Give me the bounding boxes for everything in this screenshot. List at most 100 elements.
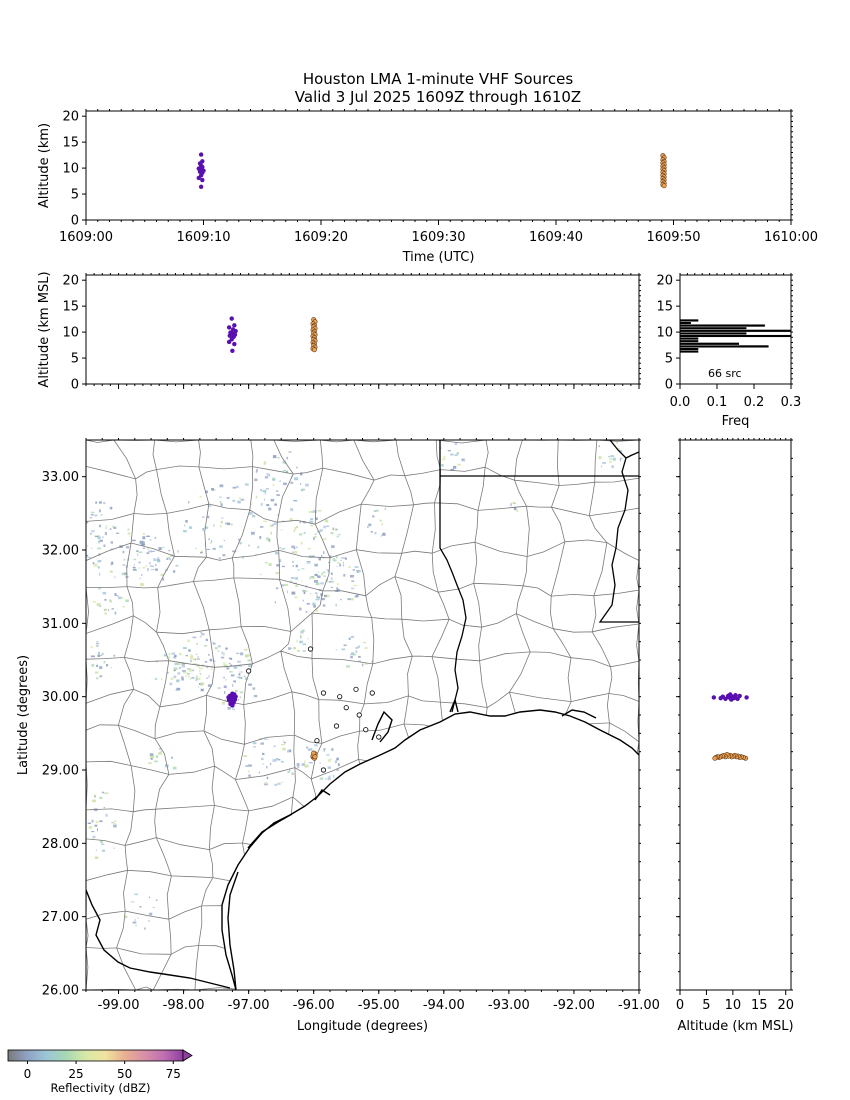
radar-echo (177, 550, 179, 553)
radar-echo (275, 758, 279, 761)
radar-echo (105, 813, 108, 817)
source-point (711, 695, 717, 700)
station-marker (314, 738, 320, 744)
radar-echo (293, 529, 296, 533)
x-axis-label: Longitude (degrees) (297, 1019, 428, 1034)
radar-echo (158, 747, 162, 750)
radar-echo (185, 674, 187, 678)
radar-echo (328, 580, 332, 583)
radar-echo (191, 672, 193, 674)
radar-echo (453, 465, 457, 469)
radar-echo (195, 663, 198, 665)
histogram-bar (679, 326, 747, 330)
radar-echo (171, 652, 176, 655)
radar-echo (188, 649, 191, 652)
radar-echo (272, 759, 277, 762)
radar-echo (238, 673, 241, 676)
radar-echo (351, 587, 355, 590)
radar-echo (92, 799, 96, 803)
radar-echo (382, 532, 386, 536)
radar-echo (294, 477, 299, 481)
radar-echo (207, 505, 212, 507)
radar-echo (306, 561, 311, 563)
radar-echo (225, 678, 227, 681)
radar-echo (139, 577, 141, 580)
radar-echo (113, 526, 117, 529)
radar-echo (96, 677, 99, 680)
radar-echo (332, 558, 335, 561)
radar-echo (299, 635, 303, 637)
radar-echo (513, 508, 517, 510)
radar-echo (155, 899, 158, 901)
radar-echo (300, 488, 304, 492)
source-point (227, 333, 232, 338)
radar-echo (306, 562, 311, 564)
colorbar-tick-label: 25 (68, 1067, 83, 1081)
radar-echo (301, 580, 303, 582)
radar-echo (362, 642, 367, 644)
histogram-bar (679, 318, 699, 322)
radar-echo (169, 558, 171, 561)
radar-echo (204, 526, 209, 529)
radar-echo (287, 750, 290, 753)
radar-echo (274, 783, 278, 786)
radar-echo (100, 514, 103, 516)
radar-echo (308, 748, 311, 751)
radar-echo (332, 527, 334, 531)
radar-echo (384, 507, 387, 511)
source-point (312, 754, 318, 760)
radar-echo (219, 484, 224, 488)
radar-echo (316, 593, 318, 597)
radar-echo (94, 514, 98, 517)
radar-echo (317, 575, 321, 578)
radar-echo (190, 659, 192, 663)
radar-echo (150, 757, 153, 760)
radar-echo (292, 561, 294, 563)
radar-echo (361, 663, 364, 667)
radar-echo (295, 577, 298, 580)
radar-echo (188, 526, 193, 529)
y-tick-label: 20 (62, 274, 79, 289)
radar-echo (176, 662, 181, 666)
radar-echo (95, 820, 99, 824)
radar-echo (178, 666, 182, 669)
radar-echo (201, 633, 205, 636)
radar-echo (97, 566, 100, 569)
radar-echo (349, 654, 354, 656)
radar-echo (226, 497, 230, 499)
radar-echo (263, 520, 268, 523)
y-axis-label: Altitude (km MSL) (37, 271, 52, 387)
radar-echo (289, 580, 293, 583)
radar-echo (233, 680, 236, 682)
radar-echo (199, 670, 201, 673)
radar-echo (277, 457, 280, 459)
radar-echo (229, 662, 231, 665)
radar-echo (150, 755, 155, 758)
radar-echo (270, 762, 272, 766)
radar-echo (146, 535, 150, 537)
radar-echo (380, 534, 382, 537)
radar-echo (91, 664, 95, 667)
radar-echo (200, 635, 202, 637)
radar-echo (192, 663, 196, 665)
radar-echo (110, 600, 112, 603)
x-tick-label: -94.00 (423, 998, 465, 1013)
y-tick-label: 0 (665, 378, 673, 393)
radar-echo (232, 499, 236, 502)
radar-echo (206, 548, 210, 550)
radar-echo (282, 584, 285, 587)
radar-echo (302, 599, 305, 602)
radar-echo (206, 515, 210, 519)
radar-echo (306, 602, 311, 605)
radar-echo (110, 667, 112, 669)
radar-echo (331, 748, 334, 751)
radar-echo (179, 653, 182, 656)
radar-echo (268, 538, 270, 542)
radar-echo (288, 749, 292, 753)
radar-echo (232, 684, 234, 687)
radar-echo (288, 647, 291, 650)
radar-echo (110, 564, 112, 566)
radar-echo (609, 460, 612, 463)
x-tick-label: 1609:30 (411, 230, 465, 245)
radar-echo (343, 573, 346, 577)
